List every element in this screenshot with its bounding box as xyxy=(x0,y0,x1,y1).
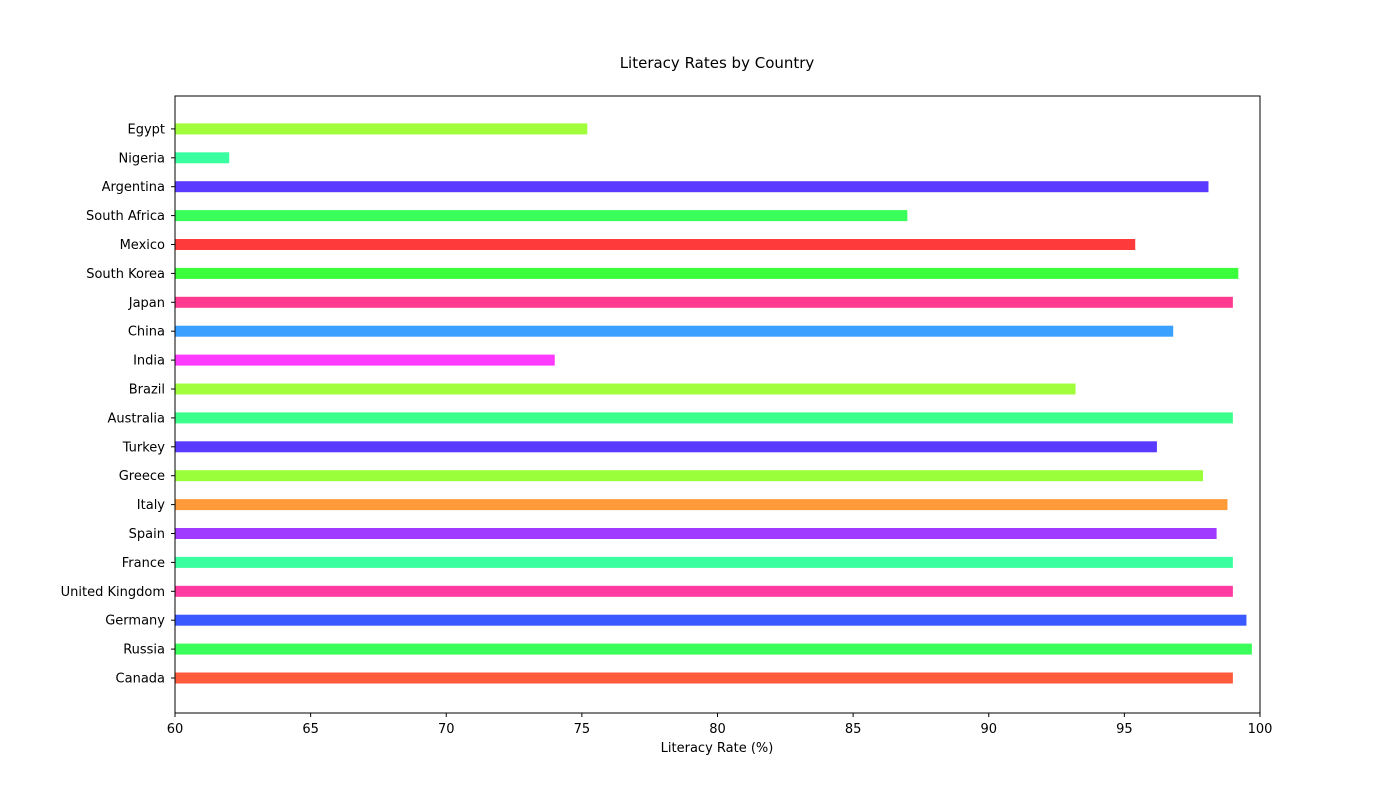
y-tick-label: Turkey xyxy=(122,440,166,455)
y-tick-label: Brazil xyxy=(129,383,165,398)
bar-italy xyxy=(175,499,1228,511)
bar-brazil xyxy=(175,383,1076,395)
bar-united-kingdom xyxy=(175,585,1233,597)
y-tick-label: France xyxy=(122,556,165,571)
bar-japan xyxy=(175,296,1233,308)
bar-germany xyxy=(175,614,1247,626)
bars-group xyxy=(175,123,1252,684)
y-tick-label: Russia xyxy=(123,643,165,658)
bar-russia xyxy=(175,643,1252,655)
x-tick-label: 80 xyxy=(709,722,726,737)
x-tick-label: 70 xyxy=(438,722,455,737)
x-axis-label: Literacy Rate (%) xyxy=(661,741,774,756)
x-axis: 60 65 70 75 80 85 90 95 100 xyxy=(167,713,1273,737)
y-tick-label: Mexico xyxy=(120,238,165,253)
x-tick-label: 90 xyxy=(980,722,997,737)
bar-argentina xyxy=(175,181,1209,193)
chart-title: Literacy Rates by Country xyxy=(620,54,815,72)
bar-mexico xyxy=(175,239,1136,250)
y-tick-label: Nigeria xyxy=(118,151,165,166)
y-tick-label: Germany xyxy=(105,614,165,629)
y-tick-label: Italy xyxy=(137,498,166,513)
x-tick-label: 100 xyxy=(1248,722,1273,737)
y-axis: Canada Russia Germany United Kingdom France S… xyxy=(61,122,175,687)
bar-turkey xyxy=(175,441,1157,453)
y-tick-label: Argentina xyxy=(102,180,165,195)
y-tick-label: Japan xyxy=(128,296,165,311)
bar-greece xyxy=(175,470,1204,482)
bar-australia xyxy=(175,412,1233,424)
bar-south-korea xyxy=(175,267,1239,279)
bar-china xyxy=(175,325,1174,337)
y-tick-label: Egypt xyxy=(127,122,165,137)
bar-france xyxy=(175,556,1233,568)
x-tick-label: 60 xyxy=(167,722,184,737)
y-tick-label: Greece xyxy=(119,469,165,484)
bar-south-africa xyxy=(175,210,908,222)
y-tick-label: Australia xyxy=(107,411,165,426)
x-tick-label: 65 xyxy=(302,722,319,737)
y-tick-label: United Kingdom xyxy=(61,585,165,600)
x-tick-label: 95 xyxy=(1116,722,1133,737)
y-tick-label: China xyxy=(128,325,165,340)
y-tick-label: Canada xyxy=(116,672,165,687)
x-tick-label: 85 xyxy=(845,722,862,737)
x-tick-label: 75 xyxy=(574,722,591,737)
y-tick-label: South Africa xyxy=(86,209,165,224)
y-tick-label: South Korea xyxy=(86,267,165,282)
bar-egypt xyxy=(175,123,588,135)
bar-canada xyxy=(175,672,1233,684)
y-tick-label: Spain xyxy=(129,527,165,542)
bar-nigeria xyxy=(175,152,230,164)
y-tick-label: India xyxy=(133,354,165,369)
bar-india xyxy=(175,354,555,366)
bar-spain xyxy=(175,528,1217,539)
